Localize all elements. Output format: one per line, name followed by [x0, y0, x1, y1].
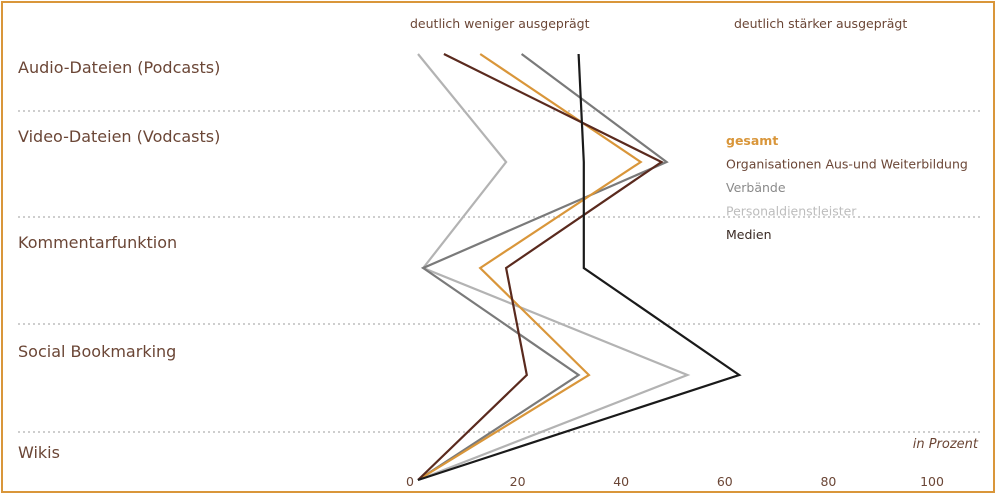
series-line-organisationen-aus-und-weiterbildung — [417, 53, 664, 481]
category-label: Video-Dateien (Vodcasts) — [18, 127, 220, 146]
legend-entry: Personaldienstleister — [726, 204, 857, 219]
category-label: Social Bookmarking — [18, 342, 176, 361]
header-right: deutlich stärker ausgeprägt — [734, 16, 907, 31]
legend-entry: Organisationen Aus-und Weiterbildung — [726, 157, 968, 172]
series-lines — [417, 53, 742, 482]
unit-label: in Prozent — [913, 437, 979, 452]
category-labels: Audio-Dateien (Podcasts) Video-Dateien (V… — [18, 58, 220, 462]
legend-entry: Verbände — [726, 180, 786, 195]
legend: gesamt Organisationen Aus-und Weiterbildu… — [726, 133, 968, 242]
x-axis-ticks: 0 20 40 60 80 100 — [406, 474, 944, 489]
x-tick-label: 0 — [406, 474, 414, 489]
x-tick-label: 40 — [613, 474, 629, 489]
x-tick-label: 60 — [717, 474, 733, 489]
row-separators — [18, 110, 980, 433]
x-tick-label: 100 — [920, 474, 944, 489]
header-left: deutlich weniger ausgeprägt — [410, 16, 590, 31]
series-line-personaldienstleister — [417, 53, 691, 482]
x-tick-label: 20 — [510, 474, 526, 489]
legend-entry: Medien — [726, 227, 772, 242]
category-label: Kommentarfunktion — [18, 233, 177, 252]
series-line-verb-nde — [417, 53, 669, 481]
x-tick-label: 80 — [820, 474, 836, 489]
legend-entry: gesamt — [726, 133, 778, 148]
category-label: Wikis — [18, 443, 60, 462]
series-line-medien — [417, 53, 742, 482]
category-label: Audio-Dateien (Podcasts) — [18, 58, 220, 77]
